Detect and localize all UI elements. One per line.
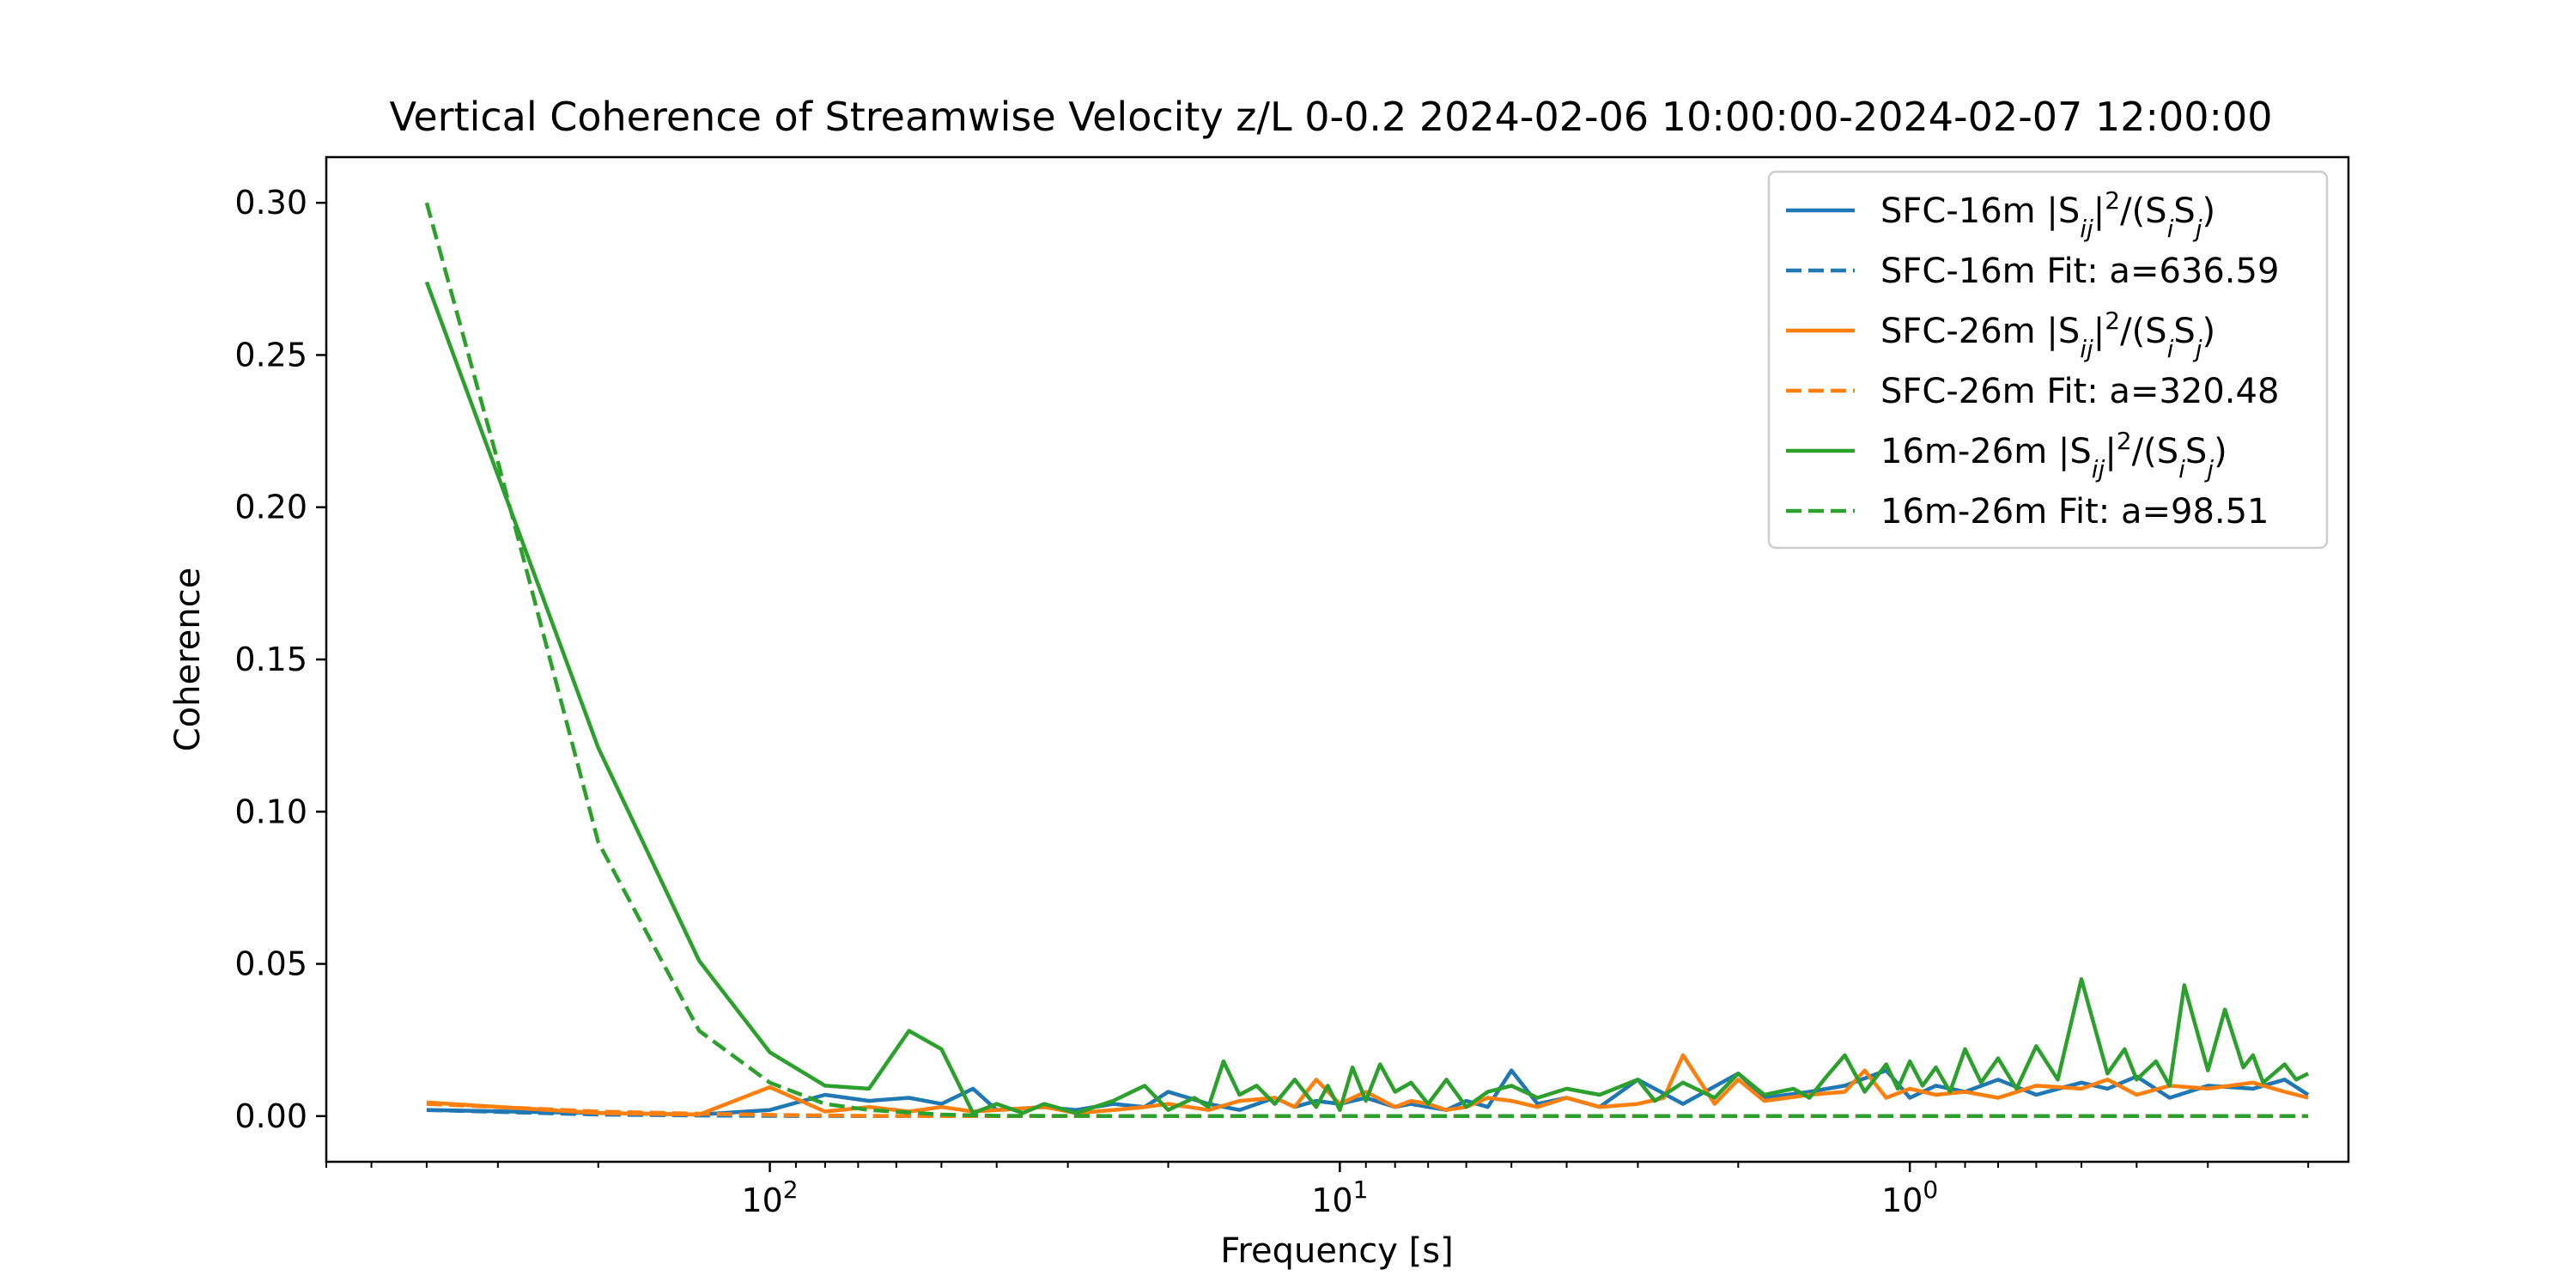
series-16m-26m-measured-line bbox=[424, 281, 2310, 1115]
y-tick-label: 0.05 bbox=[234, 945, 307, 983]
series-layer bbox=[424, 202, 2310, 1119]
y-tick-label: 0.10 bbox=[234, 793, 307, 830]
y-axis: 0.00 0.05 0.10 0.15 0.20 0.25 0.30 bbox=[234, 184, 326, 1135]
legend: SFC-16m |Sij|2/(SiSj) SFC-16m Fit: a=636.… bbox=[1767, 170, 2329, 550]
y-tick-label: 0.15 bbox=[234, 641, 307, 678]
x-axis: 102 101 100 bbox=[325, 1162, 2310, 1220]
y-tick-label: 0.00 bbox=[234, 1097, 307, 1135]
x-tick-label: 102 bbox=[741, 1176, 798, 1220]
y-axis-label: Coherence bbox=[168, 568, 208, 752]
x-tick-label: 101 bbox=[1311, 1176, 1368, 1220]
series-16m-26m-fit-line bbox=[424, 202, 2309, 1119]
legend-label: 16m-26m Fit: a=98.51 bbox=[1880, 492, 2269, 532]
y-tick-label: 0.25 bbox=[234, 336, 307, 374]
x-axis-label: Frequency [s] bbox=[1220, 1231, 1453, 1271]
series-sfc-26m-measured-line bbox=[426, 1053, 2309, 1117]
legend-label: 16m-26m |Sij|2/(SiSj) bbox=[1880, 427, 2227, 483]
legend-label: SFC-16m |Sij|2/(SiSj) bbox=[1880, 186, 2215, 243]
x-tick-label: 100 bbox=[1881, 1176, 1938, 1220]
legend-label: SFC-16m Fit: a=636.59 bbox=[1880, 252, 2279, 291]
y-tick-label: 0.20 bbox=[234, 489, 307, 526]
legend-box bbox=[1767, 170, 2329, 550]
legend-label: SFC-26m Fit: a=320.48 bbox=[1880, 372, 2279, 411]
y-tick-label: 0.30 bbox=[234, 184, 307, 222]
legend-label: SFC-26m |Sij|2/(SiSj) bbox=[1880, 307, 2215, 363]
chart-title: Vertical Coherence of Streamwise Velocit… bbox=[389, 94, 2272, 140]
